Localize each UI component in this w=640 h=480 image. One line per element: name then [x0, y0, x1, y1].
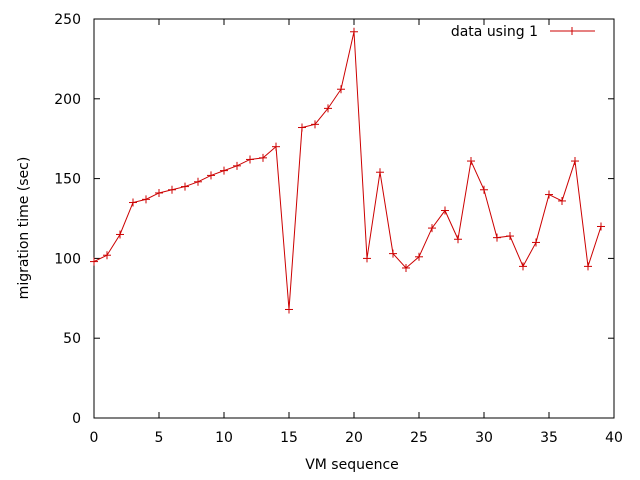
data-point [324, 104, 332, 113]
x-tick-label: 35 [540, 430, 558, 446]
series-line [93, 31, 602, 310]
legend-label: data using 1 [451, 24, 538, 40]
plot-frame [93, 18, 615, 419]
data-point [350, 27, 358, 36]
data-point [597, 222, 605, 231]
data-point [363, 254, 371, 263]
data-point [298, 123, 306, 132]
data-point [233, 161, 241, 170]
data-point [207, 171, 215, 180]
data-point [532, 238, 540, 247]
data-point [155, 188, 163, 197]
data-point [142, 195, 150, 204]
data-point [90, 257, 98, 266]
x-tick-label: 40 [605, 430, 623, 446]
y-axis-label: migration time (sec) [16, 157, 32, 300]
data-point [311, 120, 319, 129]
data-point [220, 166, 228, 175]
data-point [519, 262, 527, 271]
x-axis-label: VM sequence [305, 457, 399, 473]
data-point [558, 196, 566, 205]
data-point [415, 252, 423, 261]
x-tick-label: 25 [410, 430, 428, 446]
data-point [103, 251, 111, 260]
data-point [181, 182, 189, 191]
data-point [272, 142, 280, 151]
x-tick-label: 0 [90, 430, 99, 446]
legend: data using 1 [451, 24, 595, 40]
data-point [441, 206, 449, 215]
tick-labels: 0 5 10 15 20 25 30 35 40 0 50 100 150 200 250 [54, 12, 623, 446]
y-tick-label: 200 [54, 92, 81, 108]
y-tick-label: 100 [54, 251, 81, 267]
data-point [389, 249, 397, 258]
data-point [493, 233, 501, 242]
series-layer [90, 27, 605, 314]
x-tick-label: 15 [280, 430, 298, 446]
data-point [337, 85, 345, 94]
data-point [259, 153, 267, 162]
data-point [454, 235, 462, 244]
data-point [467, 157, 475, 166]
data-point [402, 263, 410, 272]
data-point [545, 190, 553, 199]
axes [93, 18, 615, 419]
data-point [168, 185, 176, 194]
x-tick-label: 30 [475, 430, 493, 446]
data-point [116, 230, 124, 239]
data-point [194, 177, 202, 186]
data-point [376, 168, 384, 177]
data-point [571, 157, 579, 166]
x-tick-label: 5 [155, 430, 164, 446]
data-point [480, 185, 488, 194]
data-point [428, 224, 436, 233]
data-point [129, 198, 137, 207]
data-point [584, 262, 592, 271]
y-tick-label: 0 [72, 411, 81, 427]
x-tick-label: 10 [215, 430, 233, 446]
data-point [246, 155, 254, 164]
y-tick-label: 50 [63, 331, 81, 347]
data-point [506, 232, 514, 241]
data-point [285, 305, 293, 314]
y-tick-label: 150 [54, 172, 81, 188]
y-tick-label: 250 [54, 12, 81, 28]
x-tick-label: 20 [345, 430, 363, 446]
